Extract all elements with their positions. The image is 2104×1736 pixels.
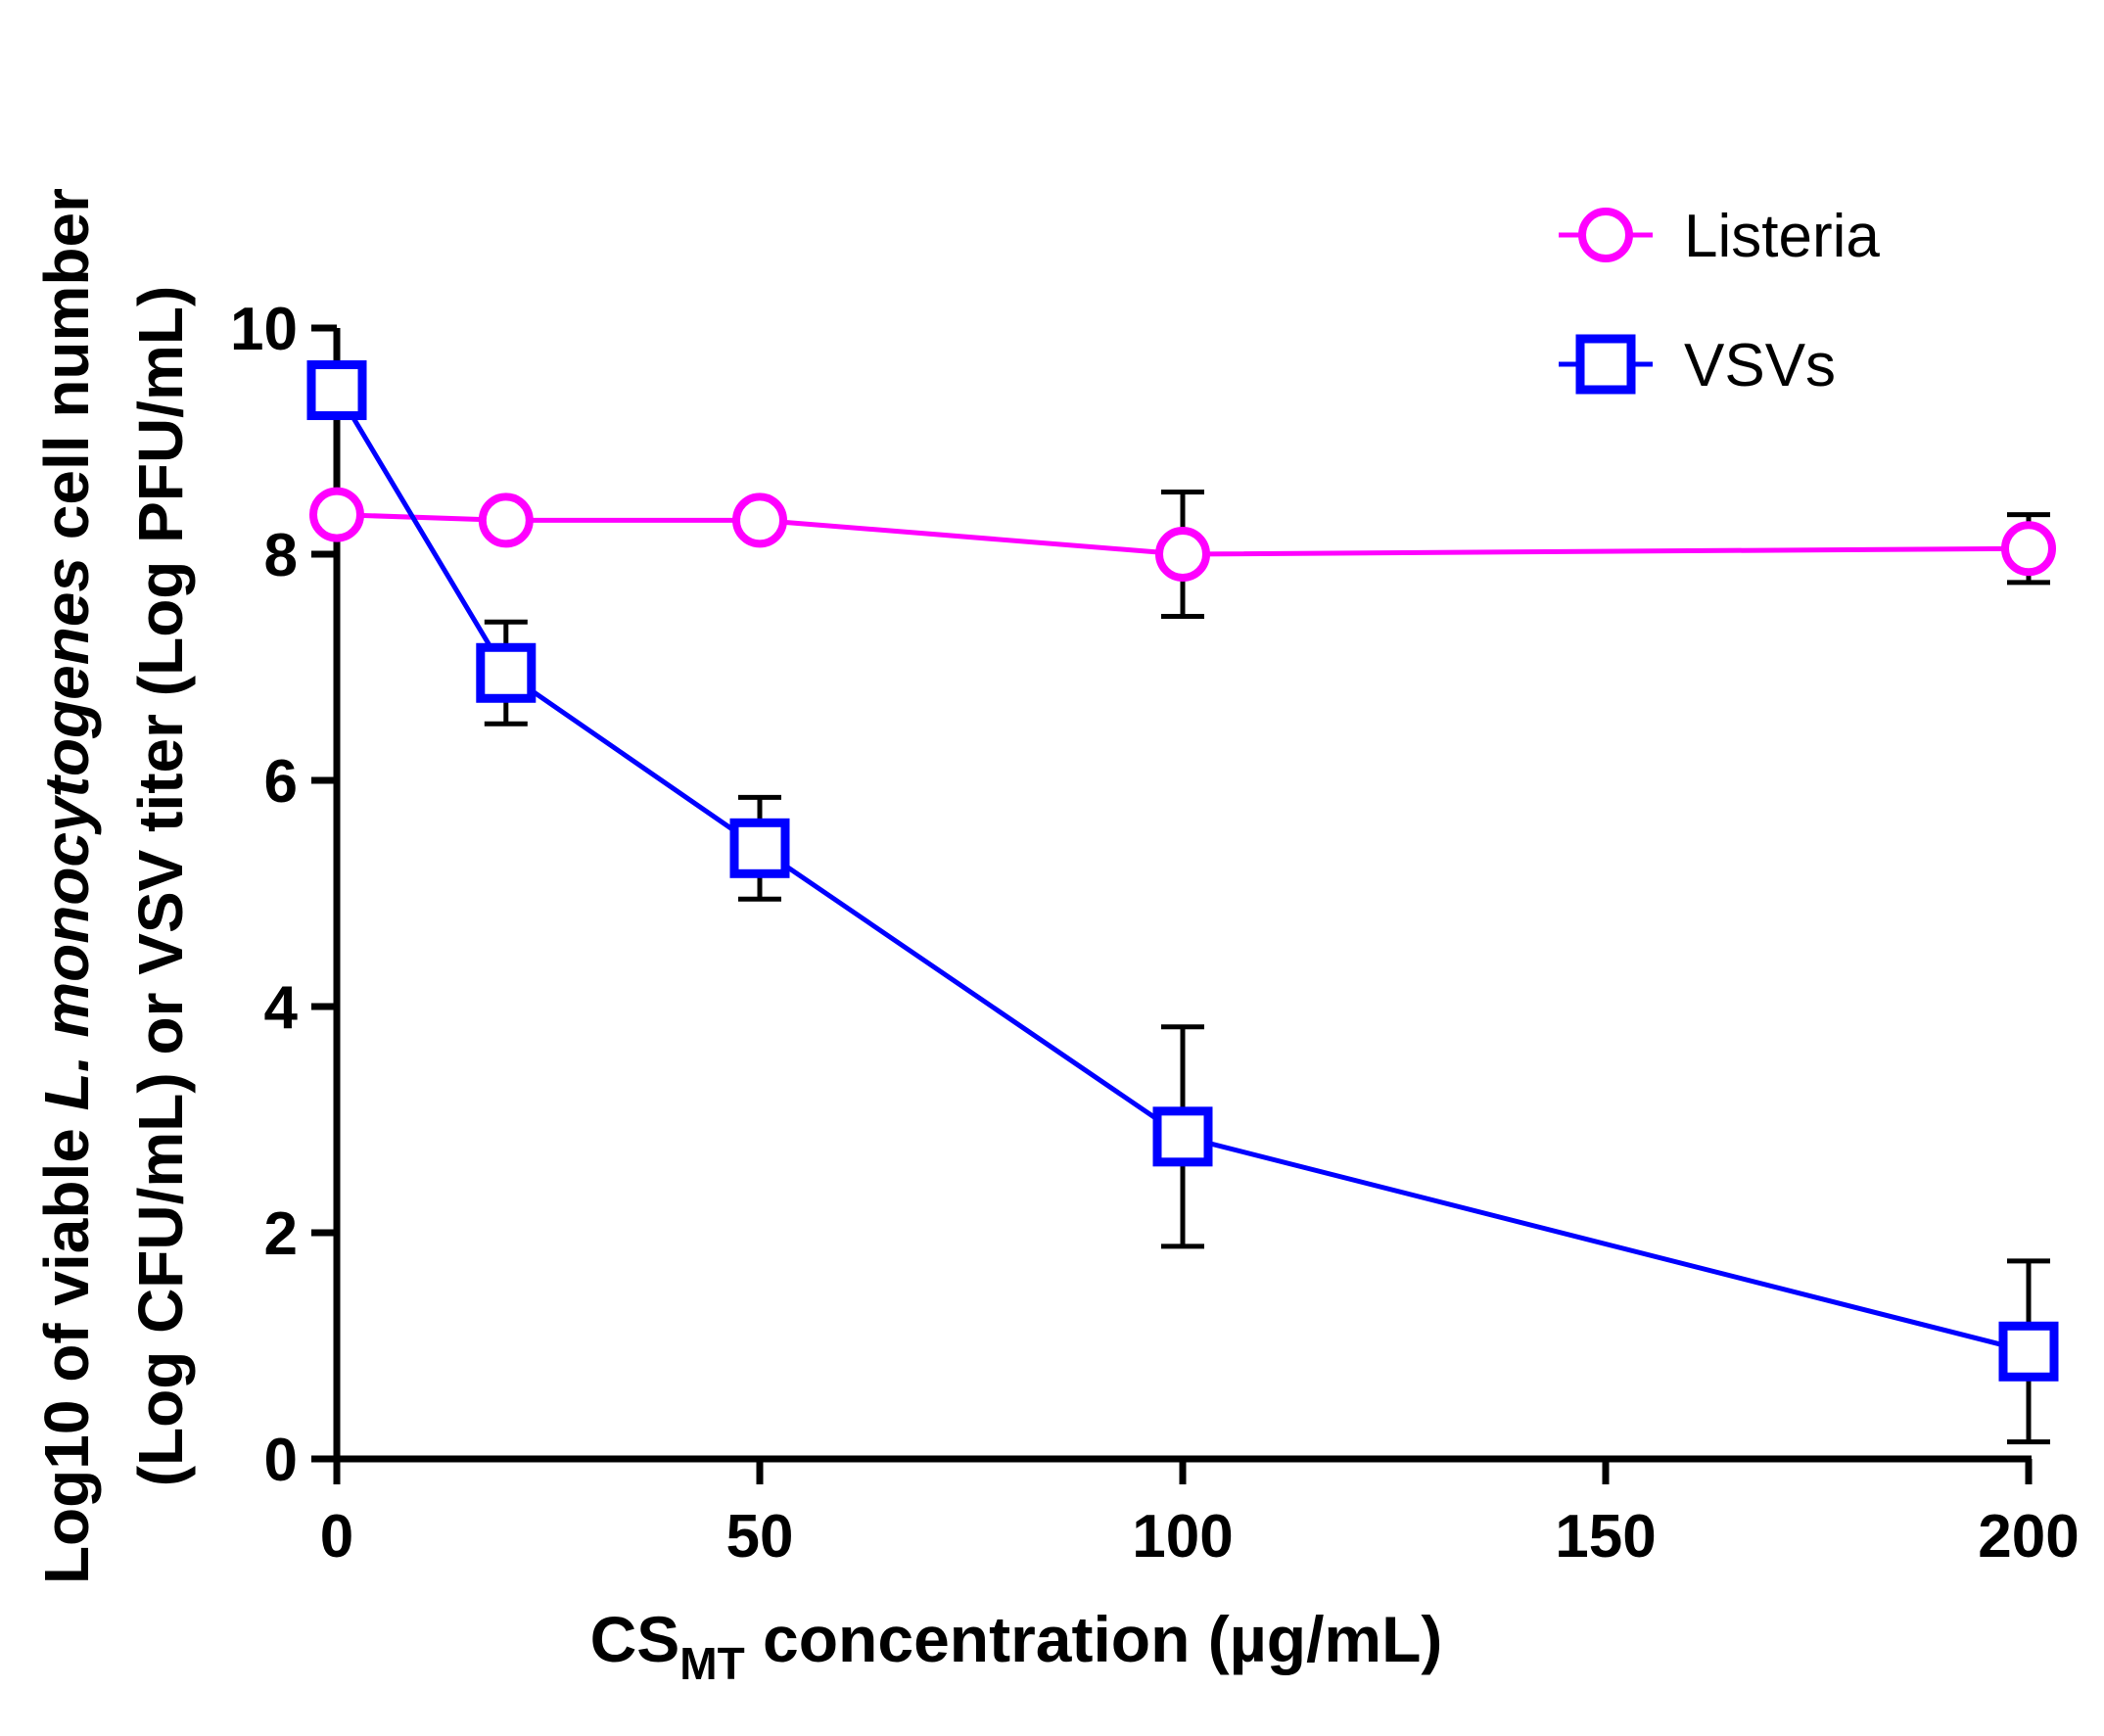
data-point [729, 818, 790, 878]
x-tick-label: 50 [726, 1503, 794, 1571]
x-tick-label: 0 [320, 1503, 353, 1571]
y-tick-label: 10 [230, 296, 298, 363]
x-tick-label: 100 [1132, 1503, 1233, 1571]
x-tick-label: 200 [1978, 1503, 2079, 1571]
legend-marker [1575, 334, 1636, 395]
data-point [1998, 1321, 2059, 1382]
series-vsvs [306, 360, 2059, 1445]
legend-item-listeria: Listeria [1559, 203, 1880, 270]
legend-label: VSVs [1684, 332, 1836, 399]
data-point [478, 493, 534, 548]
legend-marker [1578, 208, 1633, 262]
legend: Listeria VSVs [1559, 203, 1880, 399]
y-tick-label: 8 [264, 522, 298, 589]
data-point [732, 493, 787, 548]
legend-item-vsvs: VSVs [1559, 332, 1836, 399]
x-axis-label-rest: concentration (µg/mL) [745, 1603, 1443, 1675]
x-axis-label-main: CS [590, 1603, 680, 1675]
series-layer [306, 360, 2059, 1445]
y-axis-label-species: L. monocytogenes [31, 557, 102, 1110]
x-axis-label: CSMT concentration (µg/mL) [590, 1603, 1443, 1689]
data-point [309, 487, 364, 542]
y-axis-label-pre: Log10 of viable [31, 1110, 102, 1584]
y-axis-label-line1: Log10 of viable L. monocytogenes cell nu… [31, 188, 102, 1584]
x-tick-label: 150 [1555, 1503, 1656, 1571]
y-tick-label: 0 [264, 1427, 298, 1494]
data-point [1155, 527, 1210, 582]
y-axis-label-post: cell number [31, 188, 102, 557]
x-axis-label-subscript: MT [679, 1638, 744, 1689]
data-point [1152, 1106, 1213, 1167]
data-point [2001, 521, 2056, 577]
y-tick-label: 2 [264, 1200, 298, 1268]
data-point [306, 360, 367, 421]
series-listeria [309, 487, 2056, 620]
y-axis-label-line2: (Log CFU/mL) or VSV titer (Log PFU/mL) [125, 286, 196, 1487]
legend-label: Listeria [1684, 203, 1880, 270]
y-tick-label: 4 [264, 974, 299, 1042]
data-point [476, 642, 537, 703]
y-tick-label: 6 [264, 748, 298, 816]
